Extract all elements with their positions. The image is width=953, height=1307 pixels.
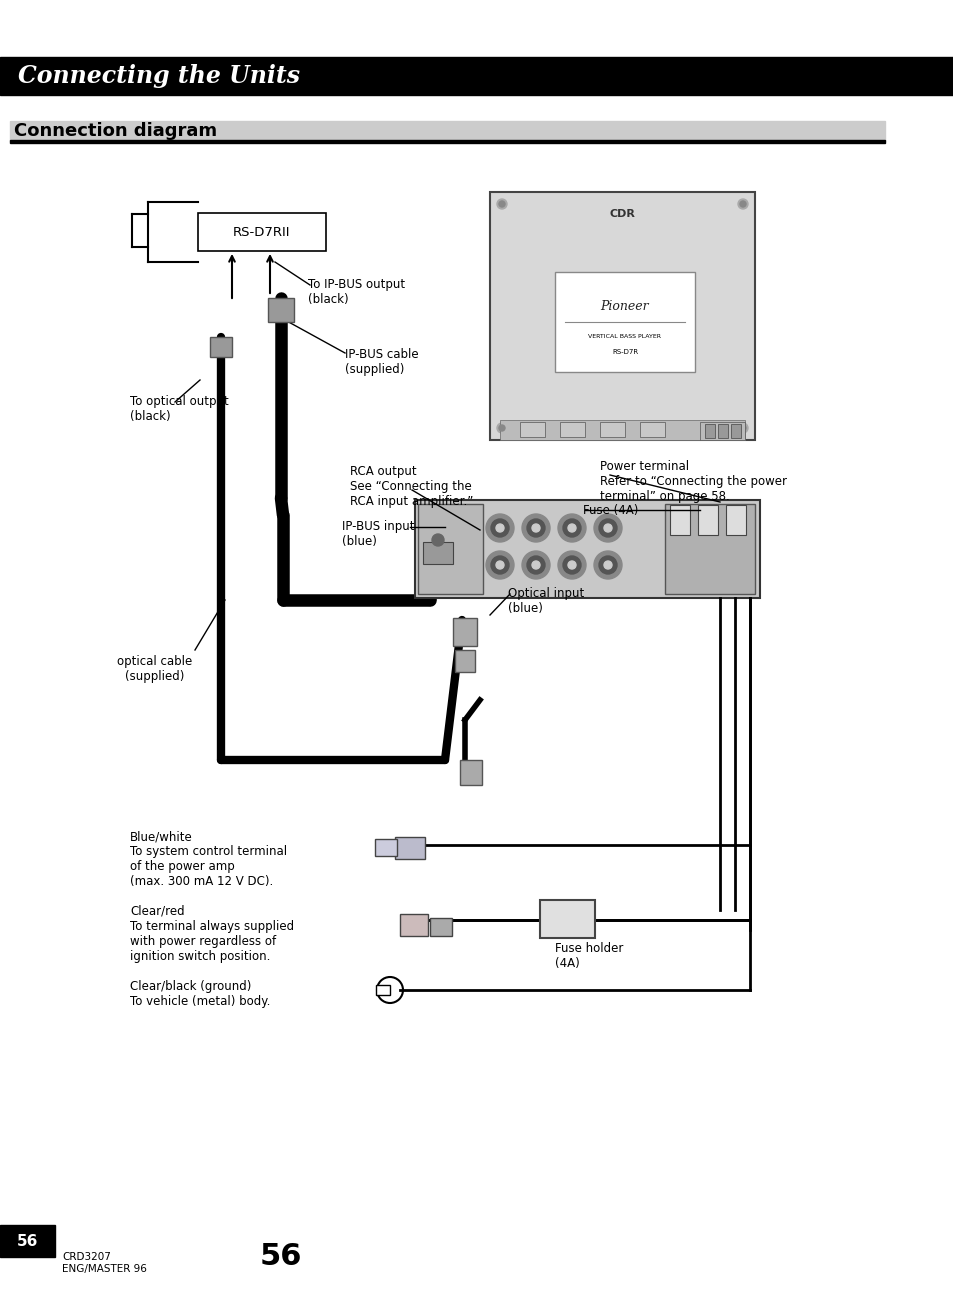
Circle shape xyxy=(598,519,617,537)
Circle shape xyxy=(738,199,747,209)
Text: RS-D7R: RS-D7R xyxy=(611,349,638,356)
Text: CDR: CDR xyxy=(609,209,635,220)
Circle shape xyxy=(532,561,539,569)
Bar xyxy=(453,618,476,646)
Text: IP-BUS input
(blue): IP-BUS input (blue) xyxy=(341,520,414,548)
Bar xyxy=(490,192,754,440)
Circle shape xyxy=(567,524,576,532)
Bar xyxy=(399,914,428,936)
Bar xyxy=(730,423,740,438)
Bar xyxy=(198,213,326,251)
Circle shape xyxy=(526,555,544,574)
Text: Clear/red
To terminal always supplied
with power regardless of
ignition switch p: Clear/red To terminal always supplied wi… xyxy=(130,904,294,963)
Circle shape xyxy=(532,524,539,532)
Bar xyxy=(422,542,453,565)
Bar xyxy=(698,505,718,535)
Circle shape xyxy=(498,201,504,207)
Text: To optical output
(black): To optical output (black) xyxy=(130,395,229,423)
Bar xyxy=(700,422,744,440)
Bar xyxy=(395,836,424,859)
Circle shape xyxy=(558,552,585,579)
Bar xyxy=(539,901,595,938)
Text: ENG/MASTER 96: ENG/MASTER 96 xyxy=(62,1264,147,1274)
Circle shape xyxy=(603,561,612,569)
Text: Pioneer: Pioneer xyxy=(600,301,649,314)
Circle shape xyxy=(521,514,550,542)
Bar xyxy=(718,423,727,438)
Text: RS-D7RII: RS-D7RII xyxy=(233,226,291,238)
Text: RCA output
See “Connecting the
RCA input amplifier.”: RCA output See “Connecting the RCA input… xyxy=(350,465,473,508)
Text: IP-BUS cable
(supplied): IP-BUS cable (supplied) xyxy=(345,348,418,376)
Bar xyxy=(704,423,714,438)
Bar xyxy=(415,501,760,599)
Bar xyxy=(664,505,754,593)
Text: Power terminal
Refer to “Connecting the power
terminal” on page 58.: Power terminal Refer to “Connecting the … xyxy=(599,460,786,503)
Bar xyxy=(10,122,884,141)
Bar xyxy=(0,58,953,95)
Circle shape xyxy=(496,561,503,569)
Text: optical cable
(supplied): optical cable (supplied) xyxy=(117,655,193,684)
Circle shape xyxy=(562,555,580,574)
Text: Fuse (4A): Fuse (4A) xyxy=(582,505,638,518)
Circle shape xyxy=(567,561,576,569)
Text: Connection diagram: Connection diagram xyxy=(14,122,217,140)
Bar xyxy=(430,918,452,936)
Text: CRD3207: CRD3207 xyxy=(62,1252,111,1263)
Circle shape xyxy=(738,423,747,433)
Bar xyxy=(210,337,232,357)
Bar xyxy=(559,422,584,437)
Bar xyxy=(725,505,745,535)
Circle shape xyxy=(498,425,504,431)
Bar xyxy=(599,422,624,437)
Text: Connecting the Units: Connecting the Units xyxy=(18,64,299,88)
Bar xyxy=(0,1225,55,1257)
Circle shape xyxy=(491,555,509,574)
Circle shape xyxy=(496,524,503,532)
Bar xyxy=(555,272,695,372)
Text: Blue/white
To system control terminal
of the power amp
(max. 300 mA 12 V DC).: Blue/white To system control terminal of… xyxy=(130,830,287,887)
Bar xyxy=(669,505,689,535)
Circle shape xyxy=(594,514,621,542)
Text: 56: 56 xyxy=(17,1234,38,1248)
Text: VERTICAL BASS PLAYER: VERTICAL BASS PLAYER xyxy=(588,335,660,340)
Bar xyxy=(499,420,744,440)
Text: Optical input
(blue): Optical input (blue) xyxy=(507,587,583,616)
Circle shape xyxy=(497,199,506,209)
Bar xyxy=(639,422,664,437)
Circle shape xyxy=(497,423,506,433)
Circle shape xyxy=(603,524,612,532)
Text: Clear/black (ground)
To vehicle (metal) body.: Clear/black (ground) To vehicle (metal) … xyxy=(130,980,270,1008)
Circle shape xyxy=(594,552,621,579)
Circle shape xyxy=(740,425,745,431)
Circle shape xyxy=(432,535,443,546)
Bar xyxy=(459,759,481,786)
Circle shape xyxy=(558,514,585,542)
Bar xyxy=(10,140,884,142)
Bar xyxy=(375,839,396,856)
Text: To IP-BUS output
(black): To IP-BUS output (black) xyxy=(308,278,405,306)
Circle shape xyxy=(521,552,550,579)
Circle shape xyxy=(562,519,580,537)
Bar xyxy=(417,505,482,593)
Bar xyxy=(375,985,390,995)
Bar xyxy=(268,298,294,322)
Bar xyxy=(519,422,544,437)
Circle shape xyxy=(485,552,514,579)
Circle shape xyxy=(598,555,617,574)
Circle shape xyxy=(526,519,544,537)
Bar xyxy=(455,650,475,672)
Text: 56: 56 xyxy=(260,1242,302,1270)
Text: Fuse holder
(4A): Fuse holder (4A) xyxy=(555,942,622,970)
Circle shape xyxy=(485,514,514,542)
Circle shape xyxy=(491,519,509,537)
Circle shape xyxy=(740,201,745,207)
